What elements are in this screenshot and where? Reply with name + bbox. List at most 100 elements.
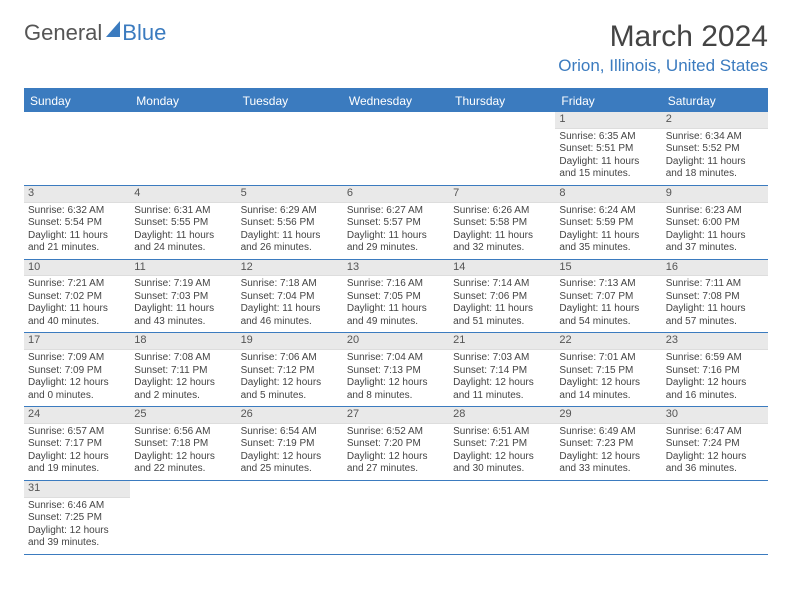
calendar-day: 27Sunrise: 6:52 AMSunset: 7:20 PMDayligh…: [343, 407, 449, 480]
calendar-empty: [449, 481, 555, 554]
calendar-day: 12Sunrise: 7:18 AMSunset: 7:04 PMDayligh…: [237, 260, 343, 333]
day-details: Sunrise: 7:11 AMSunset: 7:08 PMDaylight:…: [662, 276, 768, 332]
sunset-text: Sunset: 7:06 PM: [453, 291, 551, 304]
sunset-text: Sunset: 7:16 PM: [666, 365, 764, 378]
sunset-text: Sunset: 5:59 PM: [559, 217, 657, 230]
sunrise-text: Sunrise: 6:29 AM: [241, 205, 339, 218]
day-details: Sunrise: 7:14 AMSunset: 7:06 PMDaylight:…: [449, 276, 555, 332]
calendar-day: 28Sunrise: 6:51 AMSunset: 7:21 PMDayligh…: [449, 407, 555, 480]
sunset-text: Sunset: 7:15 PM: [559, 365, 657, 378]
daylight-text: Daylight: 12 hours and 19 minutes.: [28, 451, 126, 476]
day-number: 17: [24, 333, 130, 350]
day-details: Sunrise: 6:52 AMSunset: 7:20 PMDaylight:…: [343, 424, 449, 480]
daylight-text: Daylight: 12 hours and 33 minutes.: [559, 451, 657, 476]
logo-text-2: Blue: [122, 20, 166, 46]
calendar-empty: [24, 112, 130, 185]
calendar-day: 31Sunrise: 6:46 AMSunset: 7:25 PMDayligh…: [24, 481, 130, 554]
day-number: 9: [662, 186, 768, 203]
sunset-text: Sunset: 7:04 PM: [241, 291, 339, 304]
calendar-empty: [555, 481, 661, 554]
calendar-day: 5Sunrise: 6:29 AMSunset: 5:56 PMDaylight…: [237, 186, 343, 259]
day-number: 11: [130, 260, 236, 277]
sunset-text: Sunset: 7:12 PM: [241, 365, 339, 378]
sunset-text: Sunset: 7:03 PM: [134, 291, 232, 304]
sunrise-text: Sunrise: 7:14 AM: [453, 278, 551, 291]
weekday-header: Saturday: [662, 90, 768, 112]
daylight-text: Daylight: 11 hours and 51 minutes.: [453, 303, 551, 328]
day-details: Sunrise: 6:35 AMSunset: 5:51 PMDaylight:…: [555, 129, 661, 185]
sunset-text: Sunset: 5:57 PM: [347, 217, 445, 230]
calendar-day: 15Sunrise: 7:13 AMSunset: 7:07 PMDayligh…: [555, 260, 661, 333]
day-details: Sunrise: 7:21 AMSunset: 7:02 PMDaylight:…: [24, 276, 130, 332]
day-number: 24: [24, 407, 130, 424]
calendar: SundayMondayTuesdayWednesdayThursdayFrid…: [24, 88, 768, 555]
sunrise-text: Sunrise: 6:34 AM: [666, 131, 764, 144]
sunset-text: Sunset: 5:52 PM: [666, 143, 764, 156]
day-details: Sunrise: 6:23 AMSunset: 6:00 PMDaylight:…: [662, 203, 768, 259]
location-text: Orion, Illinois, United States: [558, 56, 768, 76]
calendar-week: 24Sunrise: 6:57 AMSunset: 7:17 PMDayligh…: [24, 407, 768, 481]
sunrise-text: Sunrise: 7:16 AM: [347, 278, 445, 291]
calendar-day: 19Sunrise: 7:06 AMSunset: 7:12 PMDayligh…: [237, 333, 343, 406]
day-details: Sunrise: 6:54 AMSunset: 7:19 PMDaylight:…: [237, 424, 343, 480]
day-details: Sunrise: 6:27 AMSunset: 5:57 PMDaylight:…: [343, 203, 449, 259]
calendar-day: 3Sunrise: 6:32 AMSunset: 5:54 PMDaylight…: [24, 186, 130, 259]
daylight-text: Daylight: 12 hours and 14 minutes.: [559, 377, 657, 402]
calendar-empty: [343, 481, 449, 554]
calendar-day: 22Sunrise: 7:01 AMSunset: 7:15 PMDayligh…: [555, 333, 661, 406]
sunset-text: Sunset: 7:05 PM: [347, 291, 445, 304]
daylight-text: Daylight: 11 hours and 49 minutes.: [347, 303, 445, 328]
sunset-text: Sunset: 7:13 PM: [347, 365, 445, 378]
sunrise-text: Sunrise: 6:59 AM: [666, 352, 764, 365]
day-number: 1: [555, 112, 661, 129]
day-number: 21: [449, 333, 555, 350]
sunset-text: Sunset: 7:21 PM: [453, 438, 551, 451]
day-number: 8: [555, 186, 661, 203]
weekday-header: Thursday: [449, 90, 555, 112]
day-number: 29: [555, 407, 661, 424]
weekday-header: Sunday: [24, 90, 130, 112]
calendar-week: 17Sunrise: 7:09 AMSunset: 7:09 PMDayligh…: [24, 333, 768, 407]
daylight-text: Daylight: 11 hours and 26 minutes.: [241, 230, 339, 255]
sunset-text: Sunset: 7:23 PM: [559, 438, 657, 451]
day-number: 25: [130, 407, 236, 424]
day-number: 31: [24, 481, 130, 498]
sunset-text: Sunset: 7:09 PM: [28, 365, 126, 378]
day-details: Sunrise: 6:29 AMSunset: 5:56 PMDaylight:…: [237, 203, 343, 259]
sunset-text: Sunset: 5:56 PM: [241, 217, 339, 230]
daylight-text: Daylight: 11 hours and 46 minutes.: [241, 303, 339, 328]
day-number: 28: [449, 407, 555, 424]
calendar-week: 1Sunrise: 6:35 AMSunset: 5:51 PMDaylight…: [24, 112, 768, 186]
day-details: Sunrise: 7:16 AMSunset: 7:05 PMDaylight:…: [343, 276, 449, 332]
weekday-header: Wednesday: [343, 90, 449, 112]
sunrise-text: Sunrise: 7:19 AM: [134, 278, 232, 291]
sunset-text: Sunset: 5:58 PM: [453, 217, 551, 230]
day-details: Sunrise: 6:47 AMSunset: 7:24 PMDaylight:…: [662, 424, 768, 480]
calendar-day: 13Sunrise: 7:16 AMSunset: 7:05 PMDayligh…: [343, 260, 449, 333]
calendar-empty: [130, 481, 236, 554]
day-number: 26: [237, 407, 343, 424]
sunrise-text: Sunrise: 7:04 AM: [347, 352, 445, 365]
day-details: Sunrise: 7:13 AMSunset: 7:07 PMDaylight:…: [555, 276, 661, 332]
day-number: 19: [237, 333, 343, 350]
day-details: Sunrise: 6:49 AMSunset: 7:23 PMDaylight:…: [555, 424, 661, 480]
day-details: Sunrise: 6:46 AMSunset: 7:25 PMDaylight:…: [24, 498, 130, 554]
weekday-header: Monday: [130, 90, 236, 112]
calendar-day: 7Sunrise: 6:26 AMSunset: 5:58 PMDaylight…: [449, 186, 555, 259]
daylight-text: Daylight: 11 hours and 43 minutes.: [134, 303, 232, 328]
daylight-text: Daylight: 11 hours and 24 minutes.: [134, 230, 232, 255]
daylight-text: Daylight: 11 hours and 57 minutes.: [666, 303, 764, 328]
sunrise-text: Sunrise: 7:13 AM: [559, 278, 657, 291]
day-details: Sunrise: 7:03 AMSunset: 7:14 PMDaylight:…: [449, 350, 555, 406]
daylight-text: Daylight: 12 hours and 25 minutes.: [241, 451, 339, 476]
month-title: March 2024: [558, 20, 768, 54]
sunrise-text: Sunrise: 6:35 AM: [559, 131, 657, 144]
daylight-text: Daylight: 12 hours and 0 minutes.: [28, 377, 126, 402]
daylight-text: Daylight: 11 hours and 15 minutes.: [559, 156, 657, 181]
sunrise-text: Sunrise: 7:21 AM: [28, 278, 126, 291]
day-details: Sunrise: 7:01 AMSunset: 7:15 PMDaylight:…: [555, 350, 661, 406]
calendar-week: 3Sunrise: 6:32 AMSunset: 5:54 PMDaylight…: [24, 186, 768, 260]
calendar-week: 31Sunrise: 6:46 AMSunset: 7:25 PMDayligh…: [24, 481, 768, 555]
sunrise-text: Sunrise: 7:03 AM: [453, 352, 551, 365]
calendar-day: 2Sunrise: 6:34 AMSunset: 5:52 PMDaylight…: [662, 112, 768, 185]
